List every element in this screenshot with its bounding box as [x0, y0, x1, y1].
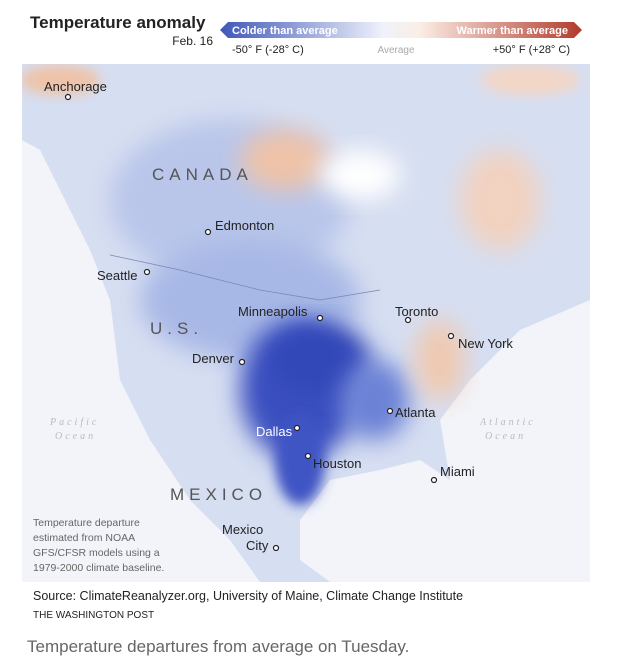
- note: 1979-2000 climate baseline.: [33, 562, 164, 574]
- region-label: CANADA: [152, 165, 253, 184]
- legend-cold: Colder than average: [232, 25, 338, 37]
- city-label: Anchorage: [44, 79, 107, 94]
- caption: Temperature departures from average on T…: [27, 637, 409, 656]
- ocean-label: Pacific: [49, 417, 99, 428]
- date: Feb. 16: [172, 34, 213, 48]
- note: estimated from NOAA: [33, 532, 135, 544]
- cities: Anchorage Edmonton Seattle Minneapolis T…: [44, 79, 513, 553]
- city-label: Miami: [440, 464, 475, 479]
- source: Source: ClimateReanalyzer.org, Universit…: [33, 589, 463, 603]
- note: Temperature departure: [33, 517, 140, 529]
- legend-max: +50° F (+28° C): [493, 44, 570, 56]
- city-label: Toronto: [395, 304, 438, 319]
- ocean-label: Atlantic: [479, 417, 536, 428]
- city-label: Denver: [192, 351, 235, 366]
- legend-mid: Average: [377, 45, 415, 56]
- credit: THE WASHINGTON POST: [33, 610, 154, 621]
- legend-bar: [220, 22, 582, 38]
- city-label: Atlanta: [395, 405, 436, 420]
- city-label: City: [246, 538, 269, 553]
- region-label: MEXICO: [170, 485, 267, 504]
- city-label: Minneapolis: [238, 304, 308, 319]
- ocean-label: Ocean: [55, 431, 96, 442]
- city-label: Edmonton: [215, 218, 274, 233]
- title: Temperature anomaly: [30, 13, 206, 32]
- city-label: New York: [458, 336, 513, 351]
- city-label: Dallas: [256, 424, 293, 439]
- region-label: U.S.: [150, 319, 203, 338]
- city-label: Seattle: [97, 268, 137, 283]
- city-label: Mexico: [222, 522, 263, 537]
- note: GFS/CFSR models using a: [33, 547, 160, 559]
- legend-warm: Warmer than average: [457, 25, 568, 37]
- ocean-label: Ocean: [485, 431, 526, 442]
- city-label: Houston: [313, 456, 361, 471]
- legend-min: -50° F (-28° C): [232, 44, 304, 56]
- map: [22, 64, 590, 582]
